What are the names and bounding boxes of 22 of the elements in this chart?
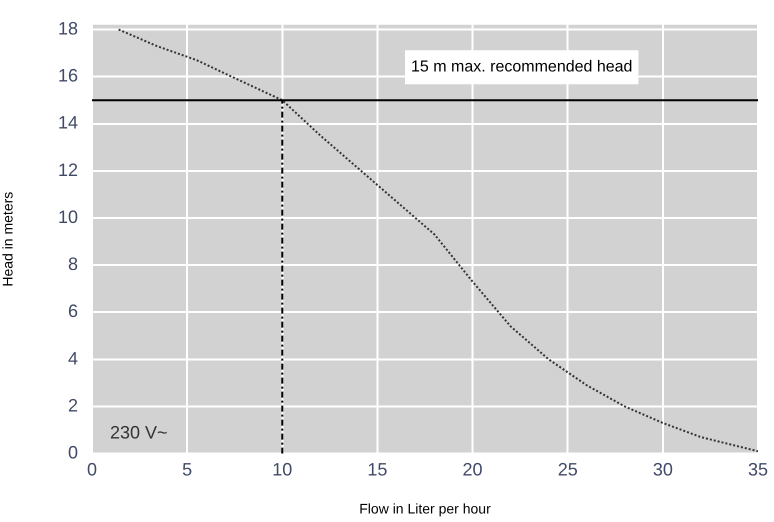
- x-tick-label: 0: [86, 459, 98, 480]
- annotation: 230 V~: [110, 422, 168, 443]
- y-tick-label: 12: [58, 160, 78, 180]
- y-tick-label: 6: [68, 301, 78, 322]
- y-tick-label: 18: [58, 18, 78, 38]
- ref-line-label: 15 m max. recommended head: [411, 58, 632, 76]
- y-tick-label: 10: [58, 206, 78, 227]
- x-tick-label: 35: [748, 459, 768, 480]
- y-tick-label: 14: [58, 112, 78, 133]
- x-tick-label: 20: [462, 459, 483, 480]
- x-tick-label: 15: [367, 459, 388, 480]
- x-tick-label: 5: [182, 459, 192, 480]
- y-tick-label: 4: [68, 348, 78, 368]
- x-axis-title: Flow in Liter per hour: [359, 500, 492, 516]
- y-tick-label: 8: [68, 254, 78, 274]
- y-tick-label: 2: [68, 395, 78, 416]
- x-tick-label: 30: [652, 459, 673, 480]
- x-tick-label: 10: [272, 459, 292, 480]
- y-tick-label: 0: [68, 442, 78, 463]
- x-tick-label: 25: [558, 459, 578, 480]
- y-axis-title: Head in meters: [0, 192, 16, 287]
- y-tick-label: 16: [58, 66, 78, 86]
